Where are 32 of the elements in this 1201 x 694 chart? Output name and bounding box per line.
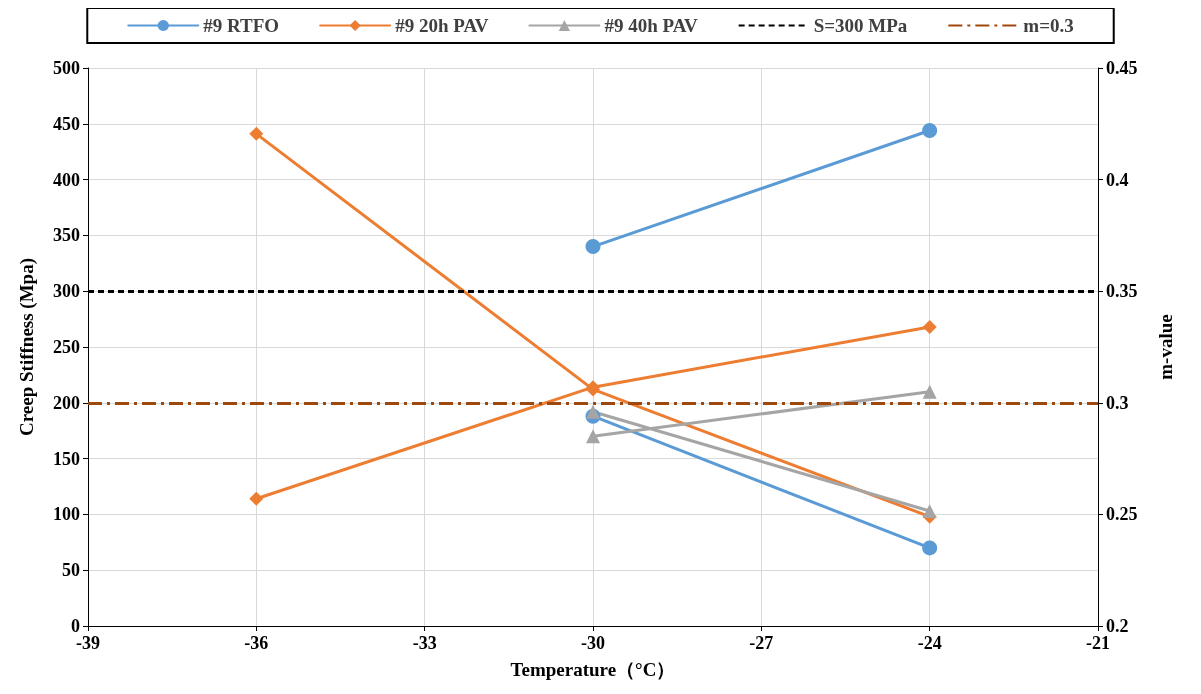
- y2-tick-label: 0.35: [1106, 281, 1138, 302]
- legend-label: #9 20h PAV: [395, 15, 489, 36]
- x-tick-label: -30: [581, 633, 605, 653]
- y-tick-label: 150: [53, 448, 80, 469]
- y-tick-label: 500: [53, 58, 80, 78]
- x-tick-label: -27: [749, 633, 774, 653]
- y-tick-label: 0: [71, 616, 80, 636]
- y2-tick-label: 0.2: [1106, 616, 1129, 636]
- legend-label: S=300 MPa: [813, 15, 908, 36]
- y2-axis-title: m-value: [1155, 314, 1176, 380]
- y-tick-label: 50: [62, 560, 80, 581]
- y-tick-label: 300: [53, 281, 80, 302]
- y-axis-title: Creep Stiffness (Mpa): [16, 257, 38, 437]
- y-tick-label: 350: [53, 225, 80, 246]
- x-tick-label: -21: [1086, 633, 1110, 653]
- y2-tick-label: 0.3: [1106, 392, 1129, 413]
- legend-label: m=0.3: [1023, 15, 1074, 36]
- y2-tick-label: 0.4: [1106, 169, 1129, 190]
- y-tick-label: 200: [53, 392, 80, 413]
- y-tick-label: 250: [53, 337, 80, 357]
- y-tick-label: 400: [53, 169, 80, 190]
- x-tick-label: -36: [244, 633, 269, 653]
- y2-tick-label: 0.25: [1106, 504, 1138, 525]
- y2-tick-label: 0.45: [1106, 58, 1138, 78]
- x-tick-label: -24: [917, 633, 942, 653]
- legend-label: #9 RTFO: [203, 15, 280, 36]
- x-axis-title: Temperature（°C）: [510, 659, 676, 680]
- x-tick-label: -33: [412, 633, 437, 653]
- legend-label: #9 40h PAV: [604, 15, 698, 36]
- y-tick-label: 450: [53, 113, 80, 134]
- y-tick-label: 100: [53, 504, 80, 525]
- x-tick-label: -39: [76, 633, 100, 653]
